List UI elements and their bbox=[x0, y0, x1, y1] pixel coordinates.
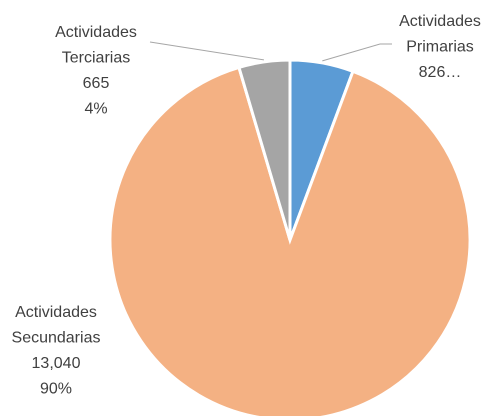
pie-slice bbox=[108, 65, 472, 416]
label-line: Actividades bbox=[55, 24, 137, 41]
value-label: 665 bbox=[83, 75, 110, 92]
label-line: Actividades bbox=[15, 304, 97, 321]
percent-label: 90% bbox=[40, 381, 72, 398]
value-label: 826… bbox=[419, 64, 462, 81]
leader-line bbox=[149, 41, 265, 61]
category-label: Actividades Primarias bbox=[399, 13, 481, 56]
label-line: Secundarias bbox=[12, 330, 101, 347]
label-line: Actividades bbox=[399, 13, 481, 30]
leader-line bbox=[322, 43, 392, 62]
category-label: Actividades Terciarias bbox=[55, 24, 137, 67]
label-line: Terciarias bbox=[62, 50, 130, 67]
label-line: Primarias bbox=[406, 39, 474, 56]
category-label: Actividades Secundarias bbox=[12, 304, 101, 347]
pie-slice bbox=[237, 58, 292, 241]
percent-label: 4% bbox=[84, 101, 107, 118]
value-label: 13,040 bbox=[32, 355, 81, 372]
